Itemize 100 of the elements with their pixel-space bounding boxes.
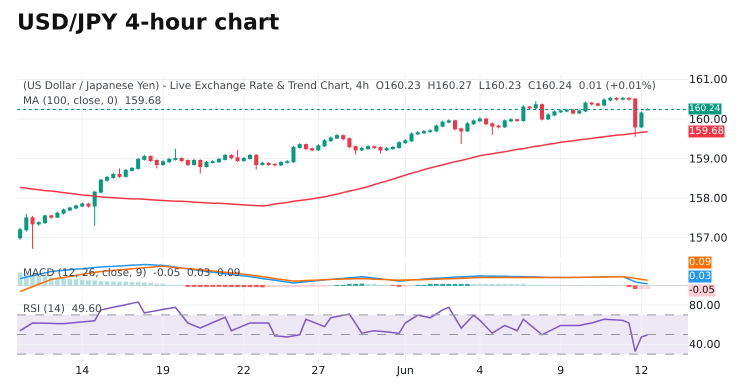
candlestick [428, 128, 432, 134]
candlestick [378, 146, 382, 154]
ref-line-label: 160.24 [689, 104, 721, 114]
y-tick-label: 40.00 [689, 338, 720, 352]
candlestick [515, 118, 520, 123]
candlestick [204, 160, 209, 168]
candlestick [360, 146, 364, 152]
candlestick [180, 156, 184, 163]
candlestick [248, 153, 252, 160]
x-tick-label: 19 [156, 364, 170, 377]
candlestick [410, 132, 414, 142]
annotation: MA (100, close, 0) 159.68 [23, 95, 162, 107]
candlestick [111, 172, 116, 180]
x-tick-label: 12 [634, 364, 648, 377]
candlestick [223, 153, 228, 162]
candlestick [266, 162, 271, 167]
chart-title: USD/JPY 4-hour chart [17, 10, 280, 36]
bar [639, 285, 644, 290]
candlestick [124, 168, 128, 178]
candlestick [590, 101, 594, 106]
x-tick-label: 27 [311, 364, 326, 377]
candlestick [92, 190, 97, 226]
y-tick-label: 157.00 [689, 232, 728, 245]
candlestick [416, 130, 420, 136]
candlestick [484, 117, 488, 126]
annotation: RSI (14) 49.60 [23, 303, 102, 315]
candlestick [86, 202, 90, 208]
candlestick [322, 138, 327, 148]
candlestick [148, 154, 153, 163]
y-tick-label: 159.00 [689, 152, 728, 166]
candlestick [242, 156, 246, 162]
candlestick [117, 168, 122, 178]
candlestick [260, 161, 264, 166]
annotation: (US Dollar / Japanese Yen) - Live Exchange Rate & Trend Chart, 4h O160.23 H160.27 L160.23 C160.24 0.01 (+0.01%) [23, 80, 656, 92]
candlestick [446, 118, 451, 124]
y-tick-label: 158.00 [689, 192, 728, 205]
candlestick [434, 124, 438, 132]
candlestick [298, 142, 302, 150]
candlestick [98, 178, 103, 194]
candlestick [36, 220, 41, 226]
candlestick [508, 118, 513, 123]
candlestick [186, 158, 190, 167]
candlestick [285, 160, 290, 164]
candlestick [372, 144, 376, 150]
candlestick [154, 158, 159, 169]
candlestick [216, 157, 221, 164]
candlestick [304, 142, 308, 151]
candlestick [291, 145, 296, 164]
x-tick-label: 9 [557, 364, 564, 377]
candlestick [403, 138, 408, 144]
x-tick-label: 4 [476, 364, 484, 377]
text: 159.68 [689, 126, 724, 137]
candlestick [490, 122, 494, 136]
candlestick [422, 130, 426, 134]
candlestick [478, 116, 482, 123]
candlestick [366, 144, 370, 150]
candlestick [602, 98, 606, 107]
candlestick [528, 105, 532, 110]
candlestick [459, 127, 464, 144]
candlestick [130, 166, 134, 172]
candlestick [596, 102, 600, 108]
y-tick-label: 160.00 [689, 112, 728, 126]
candlestick [136, 157, 140, 170]
candlestick [279, 160, 284, 167]
candlestick [390, 145, 395, 150]
candlestick [192, 158, 196, 166]
candlestick [160, 160, 166, 166]
candlestick [105, 175, 110, 182]
candlestick [465, 122, 470, 132]
candlestick [24, 213, 28, 232]
candlestick [173, 148, 178, 162]
candlestick [229, 154, 234, 160]
text: -0.05 [689, 285, 715, 296]
candlestick [397, 140, 402, 150]
candlestick [80, 202, 84, 208]
candlestick [472, 118, 476, 126]
candlestick [347, 137, 352, 149]
y-tick-label: 161.00 [689, 73, 728, 86]
candlestick [334, 133, 339, 140]
candlestick [62, 208, 66, 215]
candlestick [384, 146, 389, 152]
candlestick [198, 158, 202, 174]
y-tick-label: 80.00 [689, 298, 720, 312]
candlestick [68, 206, 72, 212]
candlestick [571, 108, 576, 116]
candlestick [496, 124, 501, 129]
candlestick [55, 211, 60, 219]
candlestick [341, 134, 346, 141]
candlestick [354, 144, 358, 156]
candlestick [502, 118, 507, 129]
line-series [19, 301, 648, 352]
candlestick [236, 149, 240, 163]
candlestick [30, 215, 35, 250]
candlestick [608, 96, 612, 102]
candlestick [18, 227, 22, 240]
candlestick [142, 154, 146, 162]
text: 0.09 [689, 257, 712, 268]
candlestick [49, 214, 54, 220]
candlestick [254, 154, 258, 170]
candlestick [42, 214, 47, 224]
